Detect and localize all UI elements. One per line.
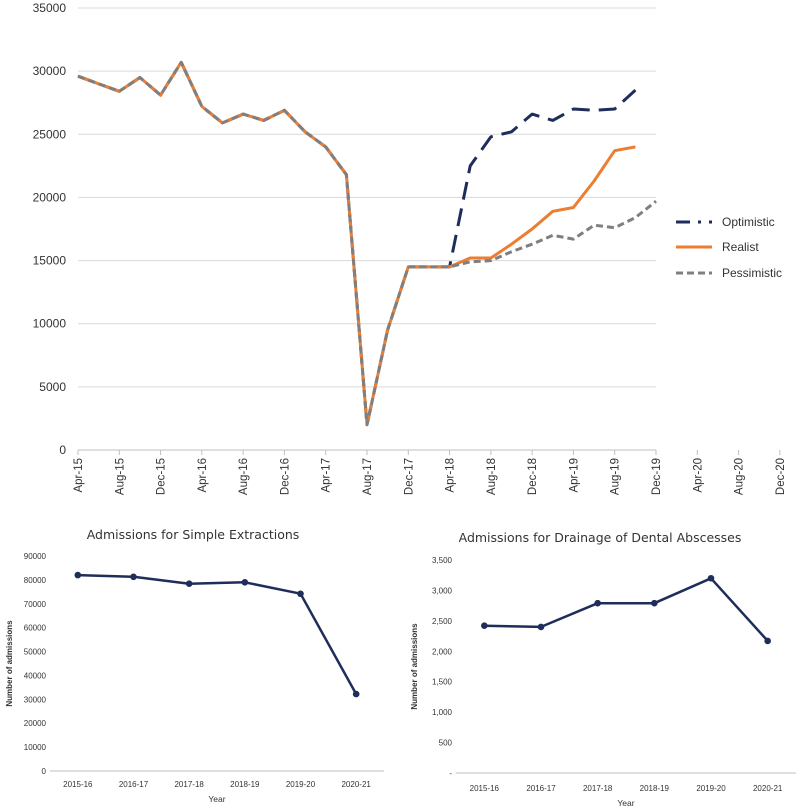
data-point [764,637,771,645]
data-point [651,599,658,607]
y-tick-label: 35000 [33,1,67,15]
x-tick-label: 2015-16 [470,784,500,793]
y-axis-title: Number of admissions [5,620,14,707]
x-tick-label: Aug-20 [734,458,746,495]
legend-label: Pessimistic [722,266,782,280]
x-tick-label: 2016-17 [119,780,149,789]
y-tick-label: 50000 [24,648,47,657]
y-tick-label: 90000 [24,552,47,561]
x-tick-label: Apr-20 [692,458,704,493]
x-tick-label: 2016-17 [526,784,556,793]
y-tick-label: 70000 [24,600,47,609]
data-point [537,623,545,631]
data-point [707,574,715,582]
optimistic-series-line [77,60,637,427]
y-tick-label: 1,500 [432,678,453,687]
x-tick-label: Aug-18 [486,458,498,495]
y-tick-label: 15000 [33,254,67,268]
x-tick-label: Aug-17 [362,458,374,495]
x-tick-label: Dec-19 [651,458,663,495]
y-tick-label: 25000 [33,127,67,141]
y-tick-label: 60000 [24,624,47,633]
x-tick-label: 2015-16 [63,780,93,789]
x-tick-label: Dec-18 [527,458,539,495]
y-tick-label: 10000 [24,743,47,752]
y-tick-label: 10000 [33,317,67,331]
y-tick-label: 80000 [24,576,47,585]
x-tick-label: Apr-17 [321,458,333,493]
y-tick-label: 500 [439,739,453,748]
x-tick-label: Dec-15 [156,458,168,495]
x-tick-label: 2020-21 [753,784,783,793]
x-axis-title: Year [617,798,634,808]
x-tick-label: Dec-20 [775,458,787,495]
y-tick-label: 0 [42,767,47,776]
x-tick-label: 2018-19 [230,780,260,789]
x-tick-label: 2020-21 [341,780,371,789]
y-tick-label: 5000 [39,380,66,394]
x-tick-label: 2017-18 [174,780,204,789]
legend-label: Realist [722,240,759,254]
extractions-series-line [77,573,358,695]
chart-title: Admissions for Simple Extractions [87,527,300,542]
data-point [185,580,193,588]
y-axis-title: Number of admissions [410,623,419,710]
y-tick-label: 2,000 [432,647,453,656]
x-tick-label: 2019-20 [696,784,726,793]
data-point [130,573,137,581]
data-point [74,571,82,579]
y-tick-label: 3,000 [432,586,453,595]
abscess-series-line [484,577,769,642]
scenario-chart: 0 5000 10000 15000 20000 25000 30000 35000 Apr-1… [33,1,787,495]
pessimistic-series-line [77,60,657,427]
y-tick-label: 20000 [24,719,47,728]
x-tick-label: Dec-17 [403,458,415,495]
x-tick-label: 2018-19 [640,784,670,793]
abscess-chart: Admissions for Drainage of Dental Absces… [410,530,796,808]
x-tick-label: Apr-15 [73,458,85,493]
data-point [594,599,601,607]
y-tick-label: 40000 [24,671,47,680]
x-tick-label: Apr-19 [568,458,580,493]
x-tick-label: Apr-16 [197,458,209,493]
x-tick-label: 2017-18 [583,784,613,793]
x-tick-label: Apr-18 [445,458,457,493]
x-tick-label: 2019-20 [286,780,316,789]
y-tick-label: 20000 [33,190,67,204]
x-axis-title: Year [208,794,225,804]
y-tick-label: 3,500 [432,556,453,565]
x-tick-label: Aug-16 [238,458,250,495]
y-tick-label: - [449,769,452,778]
legend-label: Optimistic [722,215,775,229]
y-tick-label: 2,500 [432,617,453,626]
y-tick-label: 30000 [24,695,47,704]
x-tick-label: Aug-15 [114,458,126,495]
data-point [481,622,488,630]
extractions-chart: Admissions for Simple Extractions 0 10000 2… [5,527,384,804]
y-tick-label: 0 [59,443,66,457]
data-point [352,690,360,698]
realist-series-line [77,60,636,427]
chart-title: Admissions for Drainage of Dental Absces… [459,530,742,545]
y-tick-label: 1,000 [432,708,453,717]
x-tick-label: Aug-19 [610,458,622,495]
x-tick-label: Dec-16 [279,458,291,495]
y-tick-label: 30000 [33,64,67,78]
data-point [297,590,304,598]
data-point [241,578,249,586]
